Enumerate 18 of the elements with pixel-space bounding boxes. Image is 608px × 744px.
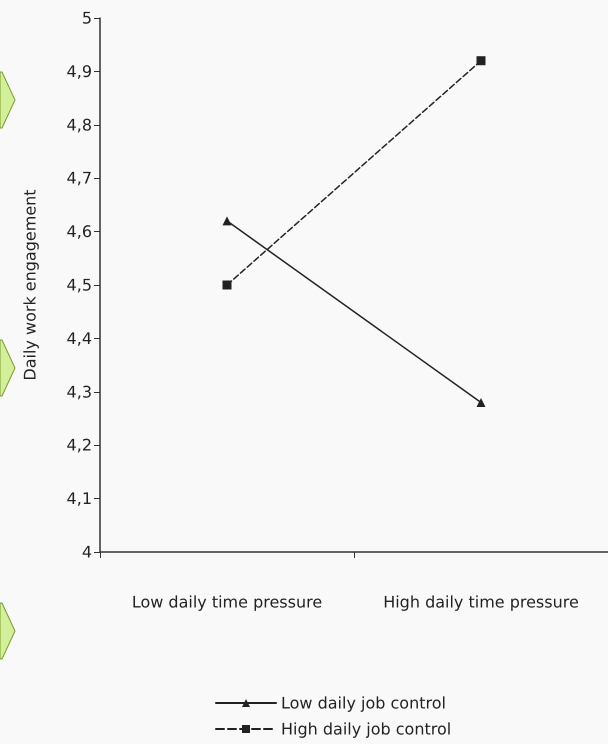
y-tick-label: 4,4	[66, 328, 92, 348]
x-tick-label: High daily time pressure	[383, 592, 579, 612]
y-tick-label: 4,1	[66, 489, 92, 508]
legend-label: High daily job control	[281, 720, 452, 738]
y-tick-label: 4,2	[66, 436, 92, 455]
y-tick-label: 4,8	[66, 115, 92, 134]
y-tick-label: 4,5	[66, 276, 92, 294]
legend-label: Low daily job control	[281, 694, 446, 712]
y-axis-title: Daily work engagement	[20, 189, 40, 381]
point	[222, 280, 232, 290]
y-tick-label: 4,7	[66, 168, 92, 188]
y-tick-label: 4	[82, 542, 92, 562]
y-tick-label: 4,3	[66, 382, 92, 402]
point	[476, 56, 486, 66]
y-tick-label: 5	[82, 8, 92, 28]
y-tick-label: 4,6	[66, 222, 92, 242]
x-tick-label: Low daily time pressure	[132, 592, 322, 612]
y-tick-label: 4,9	[66, 62, 92, 81]
